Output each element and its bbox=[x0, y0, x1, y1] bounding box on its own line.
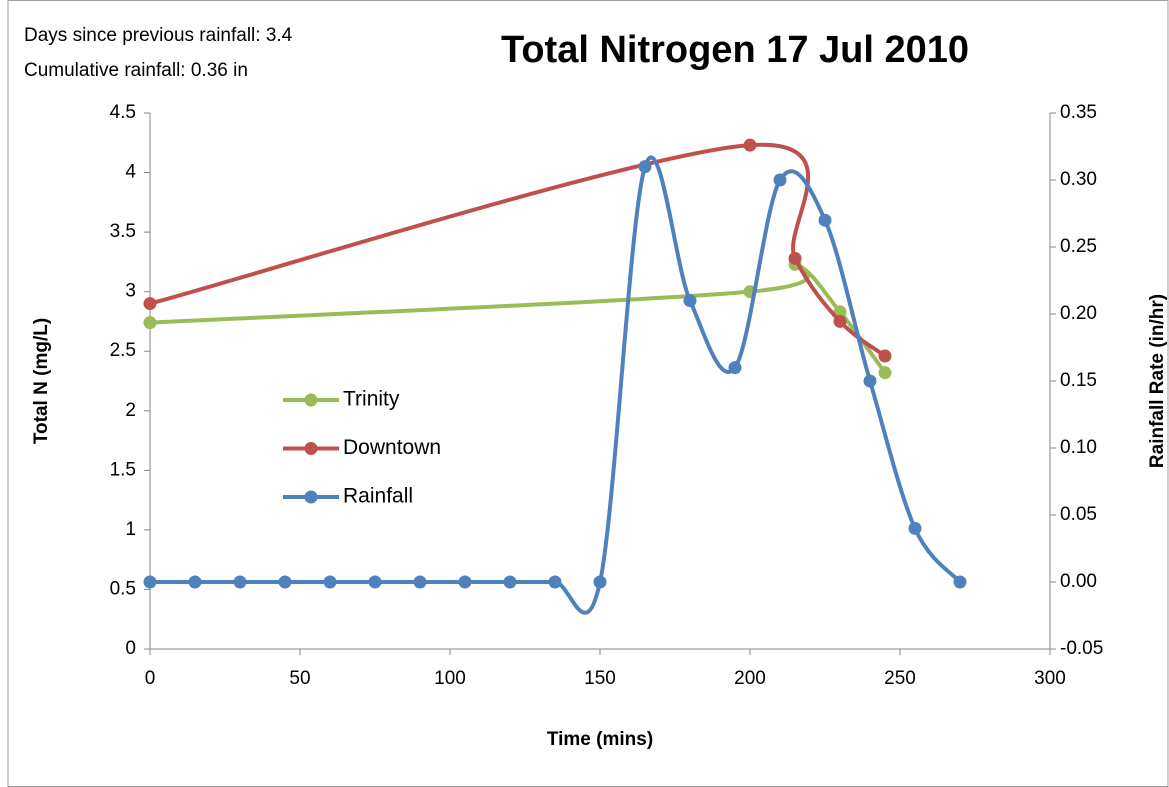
y-tick-label: 1 bbox=[125, 519, 136, 540]
legend-marker bbox=[304, 490, 318, 504]
data-point bbox=[143, 316, 157, 330]
annotation: Cumulative rainfall: 0.36 in bbox=[24, 60, 248, 81]
data-point bbox=[743, 138, 757, 152]
y-tick-label: 3.5 bbox=[110, 221, 136, 242]
data-point bbox=[143, 297, 157, 311]
y-axis-label: Total N (mg/L) bbox=[31, 318, 52, 444]
y2-axis-label: Rainfall Rate (in/hr) bbox=[1147, 294, 1168, 468]
chart-frame bbox=[7, 0, 1169, 787]
y2-tick-label: 0.25 bbox=[1060, 236, 1097, 257]
data-point bbox=[458, 575, 472, 589]
x-tick-label: 150 bbox=[584, 668, 616, 689]
data-point bbox=[878, 349, 892, 363]
y2-tick-label: -0.05 bbox=[1060, 638, 1103, 659]
y2-tick-label: 0.05 bbox=[1060, 504, 1097, 525]
data-point bbox=[818, 213, 832, 227]
y-tick-label: 0.5 bbox=[110, 578, 136, 599]
x-tick-label: 100 bbox=[434, 668, 466, 689]
chart-title: Total Nitrogen 17 Jul 2010 bbox=[501, 29, 969, 71]
y2-tick-label: 0.10 bbox=[1060, 437, 1097, 458]
y-tick-label: 0 bbox=[125, 638, 136, 659]
data-point bbox=[278, 575, 292, 589]
data-point bbox=[413, 575, 427, 589]
data-point bbox=[773, 173, 787, 187]
data-point bbox=[188, 575, 202, 589]
data-point bbox=[683, 294, 697, 308]
x-tick-label: 300 bbox=[1034, 668, 1066, 689]
y-tick-label: 4.5 bbox=[110, 102, 136, 123]
y-tick-label: 2 bbox=[125, 400, 136, 421]
x-tick-label: 0 bbox=[145, 668, 156, 689]
legend-marker bbox=[304, 442, 318, 455]
y-tick-label: 4 bbox=[125, 162, 136, 183]
y2-tick-label: 0.15 bbox=[1060, 370, 1097, 391]
x-tick-label: 50 bbox=[289, 668, 310, 689]
data-point bbox=[788, 251, 802, 265]
data-point bbox=[728, 361, 742, 375]
y-tick-label: 3 bbox=[125, 281, 136, 302]
y-tick-label: 1.5 bbox=[110, 459, 136, 480]
data-point bbox=[863, 374, 877, 388]
legend-label: Trinity bbox=[343, 388, 400, 411]
y2-tick-label: 0.20 bbox=[1060, 303, 1097, 324]
y2-tick-label: 0.30 bbox=[1060, 169, 1097, 190]
data-point bbox=[503, 575, 517, 589]
y-tick-label: 2.5 bbox=[110, 340, 136, 361]
y2-tick-label: 0.35 bbox=[1060, 102, 1097, 123]
y2-tick-label: 0.00 bbox=[1060, 571, 1097, 592]
data-point bbox=[833, 314, 847, 328]
legend-label: Downtown bbox=[343, 436, 441, 459]
data-point bbox=[323, 575, 337, 589]
data-point bbox=[908, 521, 922, 535]
x-tick-label: 200 bbox=[734, 668, 766, 689]
legend-label: Rainfall bbox=[343, 485, 413, 508]
x-axis-label: Time (mins) bbox=[547, 729, 653, 750]
data-point bbox=[548, 575, 562, 589]
data-point bbox=[233, 575, 247, 589]
legend-marker bbox=[304, 393, 318, 407]
data-point bbox=[368, 575, 382, 589]
data-point bbox=[638, 160, 652, 174]
data-point bbox=[143, 575, 157, 589]
data-point bbox=[953, 575, 967, 589]
annotation: Days since previous rainfall: 3.4 bbox=[24, 25, 293, 46]
data-point bbox=[878, 366, 892, 380]
x-tick-label: 250 bbox=[884, 668, 916, 689]
data-point bbox=[593, 575, 607, 589]
